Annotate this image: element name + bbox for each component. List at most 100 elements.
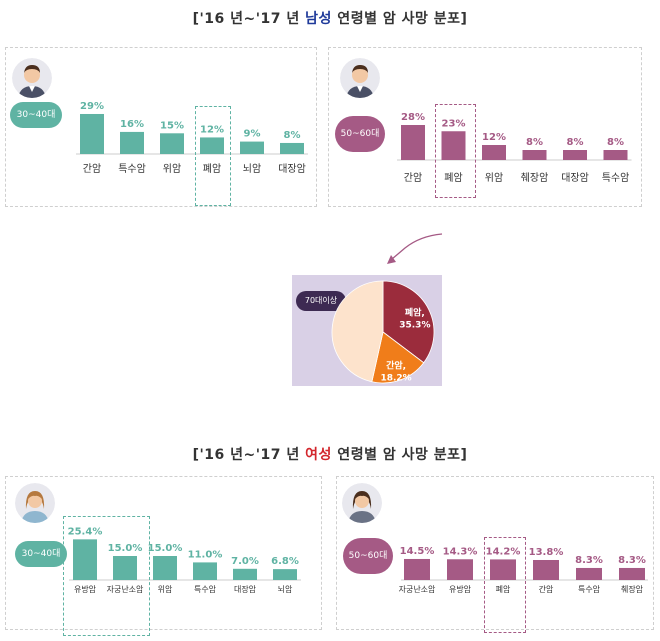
pie-slice-value: 35.3% — [399, 321, 430, 331]
bar — [80, 113, 104, 154]
age-pill: 50~60대 — [335, 116, 385, 152]
data-label: 14.2% — [486, 546, 521, 557]
bar — [120, 131, 144, 154]
bar — [563, 150, 587, 160]
highlight-box — [63, 516, 150, 636]
bar — [404, 558, 430, 580]
data-label: 9% — [244, 129, 261, 140]
bar — [273, 569, 297, 580]
bar — [200, 137, 224, 154]
category-tick-label: 유방암 — [449, 584, 472, 594]
bar — [401, 125, 425, 160]
data-label: 8.3% — [618, 555, 646, 566]
bar — [153, 556, 177, 580]
pie-slice-label: 간암, — [386, 360, 406, 372]
panel-female-3040 — [5, 476, 322, 630]
bar — [619, 567, 645, 580]
category-tick-label: 뇌암 — [278, 584, 293, 594]
category-tick-label: 뇌암 — [243, 163, 261, 175]
category-tick-label: 폐암 — [496, 584, 511, 594]
bar — [280, 142, 304, 154]
data-label: 29% — [80, 101, 104, 112]
category-tick-label: 간암 — [404, 172, 422, 184]
title-gender: 남성 — [305, 11, 332, 27]
title-prefix: ['16 년~'17 년 — [192, 11, 306, 27]
data-label: 25.4% — [68, 526, 103, 537]
data-label: 11.0% — [188, 549, 223, 560]
bar — [160, 133, 184, 154]
category-tick-label: 특수암 — [194, 584, 217, 594]
category-tick-label: 췌장암 — [621, 584, 644, 594]
bar — [603, 150, 628, 160]
category-tick-label: 자궁난소암 — [107, 584, 144, 594]
category-tick-label: 간암 — [83, 163, 101, 175]
title-gender: 여성 — [305, 447, 332, 463]
data-label: 6.8% — [271, 556, 299, 567]
category-tick-label: 대장암 — [561, 172, 589, 184]
category-tick-label: 위암 — [158, 584, 173, 594]
title-suffix: 연령별 암 사망 분포] — [331, 11, 468, 27]
category-tick-label: 유방암 — [74, 584, 97, 594]
pie-slice — [382, 280, 435, 364]
category-tick-label: 특수암 — [602, 172, 630, 184]
highlight-box — [435, 104, 476, 198]
bar — [113, 556, 137, 580]
age-pill: 50~60대 — [343, 538, 393, 574]
bar — [490, 559, 516, 580]
bar — [533, 559, 559, 580]
data-label: 15.0% — [148, 543, 183, 554]
category-tick-label: 특수암 — [578, 584, 601, 594]
bar — [193, 562, 217, 580]
data-label: 8% — [526, 137, 543, 148]
male-avatar-icon — [12, 58, 52, 98]
highlight-box — [195, 106, 231, 206]
pie-slice-label: 폐암, — [405, 307, 425, 319]
pie-chart-panel: 70대이상 폐암, 35.3% 간암, 18.2% — [292, 275, 442, 386]
female-avatar-icon — [15, 483, 55, 523]
data-label: 15.0% — [108, 543, 143, 554]
bar — [73, 539, 97, 580]
data-label: 12% — [200, 124, 224, 135]
data-label: 8.3% — [575, 555, 603, 566]
data-label: 28% — [401, 112, 425, 123]
category-tick-label: 위암 — [485, 171, 503, 184]
bar — [441, 131, 466, 160]
category-tick-label: 대장암 — [278, 163, 306, 175]
panel-male-3040 — [5, 47, 317, 207]
title-suffix: 연령별 암 사망 분포] — [331, 447, 468, 463]
bar — [447, 559, 473, 580]
category-tick-label: 특수암 — [118, 163, 146, 175]
data-label: 7.0% — [231, 556, 259, 567]
female-avatar-icon — [342, 483, 382, 523]
category-tick-label: 췌장암 — [521, 172, 549, 184]
data-label: 16% — [120, 119, 144, 130]
category-tick-label: 간암 — [539, 584, 554, 594]
data-label: 13.8% — [529, 547, 564, 558]
female-section-title: ['16 년~'17 년 여성 연령별 암 사망 분포] — [0, 444, 660, 464]
data-label: 14.3% — [443, 546, 478, 557]
pie-slice — [371, 331, 425, 384]
bar — [576, 567, 602, 580]
pie-slice-value: 18.2% — [380, 374, 411, 384]
male-avatar-icon — [340, 58, 380, 98]
category-tick-label: 폐암 — [444, 172, 462, 184]
bar — [522, 150, 547, 160]
age-pill: 30~40대 — [15, 541, 67, 567]
bar — [240, 141, 264, 154]
data-label: 12% — [482, 132, 506, 143]
category-tick-label: 대장암 — [234, 584, 257, 594]
pie-slice — [331, 280, 384, 383]
male-section-title: ['16 년~'17 년 남성 연령별 암 사망 분포] — [0, 8, 660, 28]
category-tick-label: 위암 — [163, 162, 181, 175]
bar — [233, 568, 257, 580]
data-label: 8% — [567, 137, 584, 148]
title-prefix: ['16 년~'17 년 — [192, 447, 306, 463]
bar — [482, 145, 506, 160]
data-label: 15% — [160, 120, 184, 131]
data-label: 23% — [442, 118, 466, 129]
data-label: 8% — [607, 137, 624, 148]
